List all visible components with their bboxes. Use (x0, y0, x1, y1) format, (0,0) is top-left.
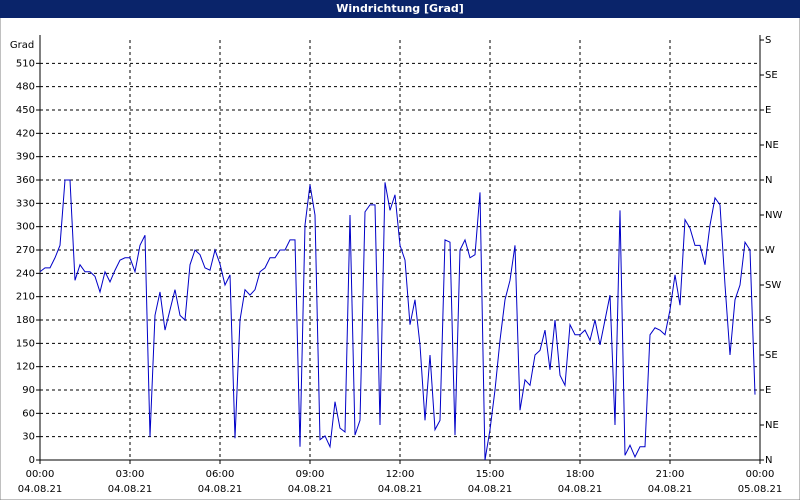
y-tick-label: 360 (16, 175, 35, 186)
y2-tick-label: W (765, 245, 775, 256)
x-tick-label: 00:00 (26, 469, 55, 480)
y2-tick-label: E (765, 385, 771, 396)
y-tick-label: 120 (16, 362, 35, 373)
x-tick-date: 04.08.21 (18, 484, 63, 495)
y2-tick-label: S (765, 35, 771, 46)
y-tick-label: 90 (22, 385, 35, 396)
y-tick-label: 390 (16, 152, 35, 163)
y2-tick-label: SE (765, 350, 778, 361)
x-tick-label: 18:00 (566, 469, 595, 480)
y-axis-label: Grad (10, 40, 34, 51)
y-tick-label: 450 (16, 105, 35, 116)
x-tick-label: 15:00 (476, 469, 505, 480)
y2-tick-label: E (765, 105, 771, 116)
y2-tick-label: NE (765, 140, 779, 151)
y-tick-label: 480 (16, 82, 35, 93)
y-tick-label: 180 (16, 315, 35, 326)
x-tick-date: 04.08.21 (378, 484, 423, 495)
x-tick-label: 09:00 (296, 469, 325, 480)
y-tick-label: 30 (22, 432, 35, 443)
x-tick-date: 04.08.21 (558, 484, 603, 495)
y2-tick-label: SE (765, 70, 778, 81)
x-tick-date: 04.08.21 (198, 484, 243, 495)
y2-tick-label: S (765, 315, 771, 326)
y-tick-label: 240 (16, 268, 35, 279)
y-tick-label: 270 (16, 245, 35, 256)
title-bar (0, 0, 800, 18)
x-tick-label: 06:00 (206, 469, 235, 480)
y-tick-label: 60 (22, 408, 35, 419)
x-tick-date: 04.08.21 (108, 484, 153, 495)
y2-tick-label: N (765, 455, 772, 466)
y-tick-label: 510 (16, 58, 35, 69)
x-tick-date: 04.08.21 (288, 484, 333, 495)
y-tick-label: 300 (16, 222, 35, 233)
y-tick-label: 0 (29, 455, 35, 466)
y2-tick-label: NW (765, 210, 782, 221)
x-tick-date: 04.08.21 (468, 484, 513, 495)
data-line (39, 179, 756, 461)
y-tick-label: 420 (16, 128, 35, 139)
x-tick-label: 12:00 (386, 469, 415, 480)
x-tick-label: 21:00 (656, 469, 685, 480)
x-tick-date: 05.08.21 (738, 484, 783, 495)
y-tick-label: 330 (16, 198, 35, 209)
y2-tick-label: N (765, 175, 772, 186)
y2-tick-label: NE (765, 420, 779, 431)
x-tick-date: 04.08.21 (648, 484, 693, 495)
y-tick-label: 150 (16, 338, 35, 349)
y-tick-label: 210 (16, 292, 35, 303)
chart-title: Windrichtung [Grad] (336, 2, 464, 15)
x-tick-label: 03:00 (116, 469, 145, 480)
y2-tick-label: SW (765, 280, 781, 291)
x-tick-label: 00:00 (746, 469, 775, 480)
